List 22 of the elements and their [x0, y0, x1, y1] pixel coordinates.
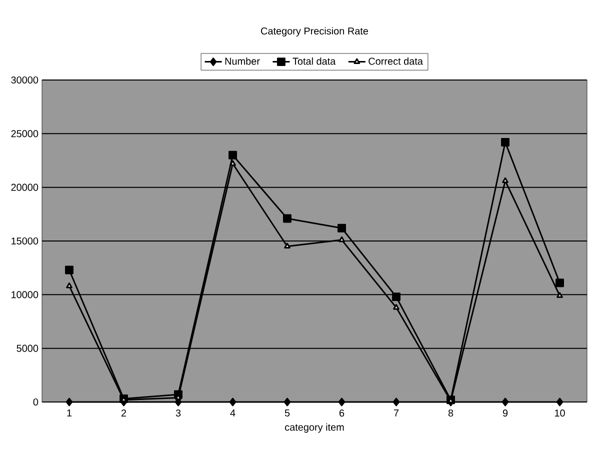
y-tick-label: 15000: [12, 237, 38, 245]
x-axis-title: category item: [285, 423, 344, 433]
chart-title: Category Precision Rate: [261, 27, 368, 36]
legend-label: Correct data: [368, 57, 423, 65]
y-tick-label: 25000: [11, 130, 38, 138]
y-tick-label: 0: [33, 398, 38, 406]
x-tick-label: 2: [121, 410, 126, 416]
x-tick-label: 5: [284, 410, 290, 416]
y-tick-label: 10000: [12, 291, 38, 298]
x-tick-label: 9: [502, 410, 508, 417]
y-tick-label: 5000: [16, 344, 38, 352]
x-tick-label: 8: [448, 410, 454, 417]
x-tick-label: 10: [554, 410, 565, 417]
y-tick-label: 30000: [11, 76, 38, 84]
x-tick-label: 1: [67, 410, 72, 416]
x-tick-label: 3: [176, 410, 181, 417]
y-tick-label: 20000: [11, 184, 38, 191]
x-tick-label: 4: [230, 410, 236, 416]
x-tick-label: 7: [394, 410, 399, 416]
legend-label: Number: [225, 57, 260, 65]
legend-label: Total data: [292, 57, 336, 65]
x-tick-label: 6: [339, 410, 344, 417]
